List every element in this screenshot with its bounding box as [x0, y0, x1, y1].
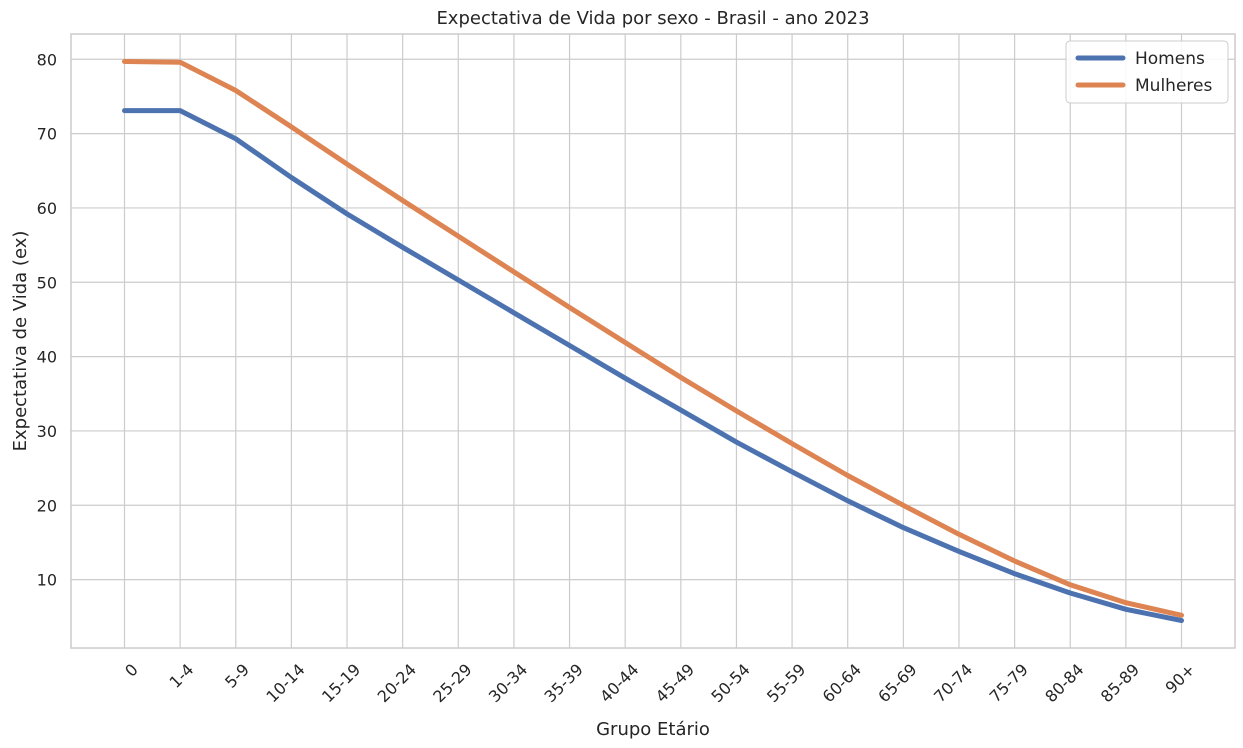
y-tick-label: 60: [37, 199, 57, 218]
x-tick-label: 70-74: [930, 660, 976, 706]
x-tick-label: 35-39: [541, 660, 587, 706]
y-tick-label: 10: [37, 571, 57, 590]
x-tick-label: 75-79: [986, 660, 1032, 706]
x-tick-label: 20-24: [374, 660, 420, 706]
chart-title: Expectativa de Vida por sexo - Brasil - …: [436, 8, 869, 29]
x-tick-label: 10-14: [262, 660, 308, 706]
x-tick-label: 50-54: [707, 660, 753, 706]
x-tick-label: 0: [121, 660, 142, 681]
y-gridlines: [71, 58, 1235, 581]
y-tick-label: 40: [37, 348, 57, 367]
y-tick-label: 80: [37, 50, 57, 69]
legend-label: Homens: [1135, 49, 1205, 69]
y-axis-label: Expectativa de Vida (ex): [10, 231, 31, 452]
x-tick-label: 25-29: [429, 660, 475, 706]
y-tick-label: 70: [37, 125, 57, 144]
x-tick-label: 65-69: [874, 660, 920, 706]
x-tick-label: 1-4: [166, 660, 198, 692]
x-tick-label: 45-49: [652, 660, 698, 706]
x-tick-label: 15-19: [318, 660, 364, 706]
x-axis-label: Grupo Etário: [596, 719, 710, 740]
y-tick-label: 20: [37, 496, 57, 515]
y-tick-labels: 10 20 30 40 50 60 70 80: [37, 50, 57, 589]
x-tick-label: 80-84: [1041, 660, 1087, 706]
series-line-homens: [122, 108, 1184, 623]
x-tick-labels: 0 1-4 5-9 10-14 15-19 20-24 25-29 30-34 35-39 40-…: [121, 660, 1199, 706]
x-tick-label: 40-44: [596, 660, 642, 706]
x-tick-label: 55-59: [763, 660, 809, 706]
series-lines: [122, 59, 1184, 623]
legend-label: Mulheres: [1135, 76, 1212, 96]
y-tick-label: 50: [37, 273, 57, 292]
x-tick-label: 5-9: [221, 660, 253, 692]
x-tick-label: 85-89: [1097, 660, 1143, 706]
legend: Homens Mulheres: [1065, 40, 1229, 104]
y-tick-label: 30: [37, 422, 57, 441]
x-tick-label: 90+: [1162, 660, 1199, 697]
x-tick-label: 60-64: [819, 660, 865, 706]
x-tick-label: 30-34: [485, 660, 531, 706]
x-gridlines: [123, 34, 1183, 648]
plot-frame: [70, 33, 1236, 649]
series-line-mulheres: [122, 59, 1184, 618]
